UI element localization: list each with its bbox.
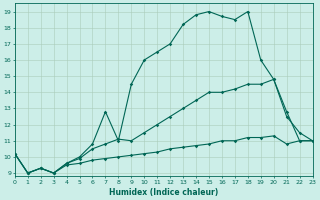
X-axis label: Humidex (Indice chaleur): Humidex (Indice chaleur) bbox=[109, 188, 218, 197]
